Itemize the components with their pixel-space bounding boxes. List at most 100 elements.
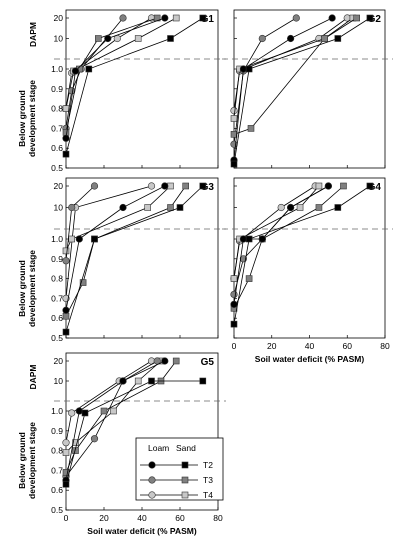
panel-g1-point-loam-t3	[119, 14, 127, 22]
panel-g5-line-loam-t2	[65, 360, 165, 481]
panel-g1-point-loam-t2	[104, 34, 112, 43]
panel-g5-point-loam-t2	[75, 407, 83, 415]
panel-g3-point-sand-t3	[182, 182, 189, 190]
panel-g2-point-sand-t4	[230, 115, 238, 122]
panel-g5-point-sand-t2	[148, 377, 155, 385]
panel-g3-ytick-label: 20	[54, 181, 64, 191]
panel-g3-ytick-label: 0.6	[51, 313, 63, 323]
panel-g5-ytick-label: 0.8	[51, 446, 63, 456]
panel-g2-point-loam-t3	[258, 34, 266, 43]
panel-g5-ylabel-top: DAPM	[28, 364, 38, 389]
panel-g4-point-sand-t3	[315, 204, 323, 211]
panel-g1: G1 10 20 0.5 0.6 0.7 0.8 0.9 1.0 DAPM Below ground…	[17, 9, 226, 173]
panel-g3-point-sand-t2	[176, 204, 184, 211]
panel-g2-point-sand-t2	[334, 35, 342, 42]
panel-g4-point-loam-t4	[277, 203, 285, 212]
panel-g4-point-loam-t2	[324, 182, 332, 190]
legend-loam-header: Loam	[148, 443, 169, 453]
panel-g4-point-loam-t3	[230, 290, 238, 299]
panel-g2-point-loam-t2	[287, 34, 295, 43]
panel-g1-ytick-label: 0.7	[51, 123, 63, 133]
panel-g5-ytick-label: 0.6	[51, 485, 63, 495]
panel-g3-line-loam-t2	[65, 185, 165, 311]
legend: Loam Sand T2 T3 T4	[135, 437, 224, 501]
panel-g5-ytick-label: 0.9	[51, 426, 63, 436]
panel-g3-ytick-label: 0.8	[51, 274, 63, 284]
panel-g4-point-sand-t3	[340, 182, 347, 190]
legend-marker-sand-t3	[181, 476, 189, 484]
panel-g1-point-sand-t2	[62, 150, 70, 158]
panel-g4: G4 0 20 40 60 80 Soil water deficit (% PASM)	[222, 177, 393, 364]
panel-g2-point-loam-t4	[230, 106, 238, 115]
panel-g1-point-sand-t4	[134, 35, 142, 42]
panel-g3-ytick-label: 10	[54, 203, 64, 213]
legend-marker-loam-t2	[148, 461, 156, 469]
panel-g2-point-sand-t2	[366, 14, 374, 22]
panel-g5-ytick-label: 20	[54, 356, 64, 366]
panel-g3-point-loam-t3	[62, 257, 70, 265]
panel-g1-point-sand-t2	[167, 35, 174, 42]
panel-g5-point-loam-t4	[62, 439, 70, 447]
panel-g5-point-loam-t3	[90, 435, 99, 443]
panel-g3-point-sand-t4	[68, 235, 75, 243]
panel-g2-point-sand-t3	[321, 35, 328, 42]
panel-g3-point-loam-t2	[161, 182, 169, 190]
panel-g1-ytick-label: 0.6	[51, 143, 63, 153]
panel-g5-xlabel: Soil water deficit (% PASM)	[87, 526, 197, 536]
panel-g5-ytick-label: 1.0	[51, 406, 63, 416]
panel-g1-point-sand-t4	[62, 105, 70, 112]
panel-g5-ytick-label: 10	[54, 376, 64, 386]
panel-g5-point-loam-t2	[119, 377, 127, 385]
panel-g3-line-sand-t4	[65, 185, 171, 252]
panel-g5-point-sand-t4	[110, 407, 117, 415]
panel-g4-xtick-label: 80	[380, 341, 390, 351]
panel-g3-ytick-label: 0.7	[51, 293, 63, 303]
panel-g5-line-loam-t3	[65, 360, 158, 477]
panel-g5-point-loam-t4	[68, 409, 76, 417]
panel-g3-ylabel-bottom: Below grounddevelopment stage	[17, 250, 37, 327]
panel-g2-line-sand-t2	[233, 17, 371, 165]
panel-g3-line-sand-t2	[65, 185, 204, 333]
panel-g3-title: G3	[201, 182, 215, 193]
panel-g5-point-sand-t2	[81, 409, 89, 417]
panel-g1-ytick-label: 20	[54, 13, 64, 23]
panel-g5-line-sand-t2	[65, 380, 203, 485]
panel-g4-point-loam-t2	[287, 203, 295, 212]
panel-g5: G5 10 20 0.5 0.6 0.7 0.8 0.9 1.0 0 20 40 60 80 Soil wa…	[17, 352, 226, 536]
panel-g5-xtick-label: 0	[64, 513, 69, 523]
panel-g4-xlabel: Soil water deficit (% PASM)	[255, 354, 365, 364]
panel-g5-point-sand-t4	[62, 449, 70, 456]
panel-g3-point-loam-t2	[119, 203, 127, 212]
panel-g3-point-loam-t2	[62, 306, 70, 314]
panel-g2-line-loam-t3	[233, 17, 297, 145]
panel-g5-xtick-label: 40	[137, 513, 147, 523]
panel-g1-ytick-label: 0.8	[51, 104, 63, 114]
legend-sand-header: Sand	[176, 443, 196, 453]
panel-g1-point-sand-t3	[95, 35, 102, 42]
panel-g1-title: G1	[201, 14, 215, 25]
panel-g3: G3 10 20 0.5 0.6 0.7 0.8 0.9 1.0 Below grounddeve…	[17, 177, 226, 343]
panel-g5-ylabel-bottom: Below grounddevelopment stage	[17, 422, 37, 499]
legend-marker-sand-t2	[181, 461, 189, 469]
panel-g2-point-sand-t3	[353, 14, 360, 22]
panel-g1-line-sand-t3	[65, 17, 158, 133]
panel-g3-point-loam-t3	[90, 182, 99, 190]
panel-g1-ytick-label: 1.0	[51, 64, 63, 74]
panel-g4-xtick-label: 40	[305, 341, 315, 351]
panel-g2-line-loam-t2	[233, 17, 333, 161]
panel-g2-point-loam-t2	[328, 14, 336, 22]
panel-g1-point-sand-t2	[85, 65, 93, 73]
panel-g3-point-sand-t4	[144, 204, 151, 211]
panel-g1-point-sand-t4	[172, 14, 180, 22]
panel-g2-point-sand-t2	[245, 65, 253, 73]
panel-g2-point-loam-t2	[239, 65, 248, 73]
panel-g2-title: G2	[368, 14, 382, 25]
panel-g2-point-loam-t3	[230, 140, 238, 148]
panel-g5-xtick-label: 60	[175, 513, 185, 523]
panel-g4-point-loam-t2	[258, 235, 266, 243]
legend-marker-loam-t3	[148, 476, 156, 484]
panel-g5-point-sand-t3	[172, 357, 180, 365]
panel-g1-line-loam-t3	[65, 17, 124, 129]
panel-g1-point-loam-t2	[161, 14, 169, 22]
panel-g5-point-sand-t4	[134, 377, 142, 385]
